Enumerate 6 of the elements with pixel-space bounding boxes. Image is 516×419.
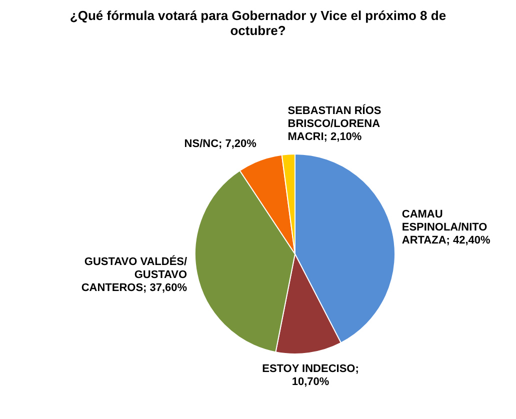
chart-title: ¿Qué fórmula votará para Gobernador y Vice el próximo 8 de octubre? — [70, 8, 446, 38]
slice-label: GUSTAVO VALDÉS/ GUSTAVO CANTEROS; 37,60% — [81, 254, 188, 294]
slice-label: SEBASTIAN RÍOS BRISCO/LORENA MACRI; 2,10% — [288, 104, 382, 144]
slice-label: ESTOY INDECISO; 10,70% — [262, 362, 359, 388]
slice-label: NS/NC; 7,20% — [184, 138, 257, 150]
slice-label: CAMAU ESPINOLA/NITO ARTAZA; 42,40% — [402, 208, 491, 246]
